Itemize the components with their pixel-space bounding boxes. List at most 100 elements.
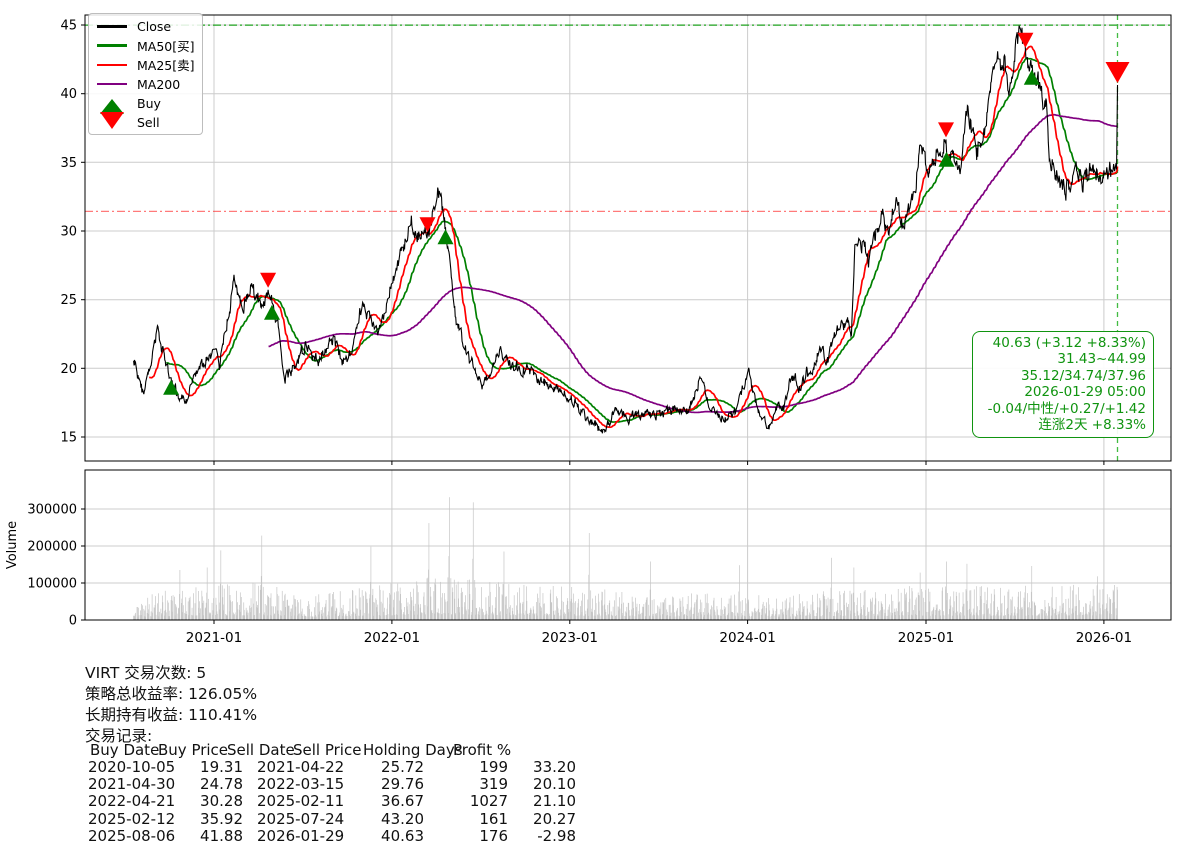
axis-labels: 15 20 25 30 35 40 45 0 100000 200000 300000 2021-01… (5, 19, 1132, 647)
sell-marker (1105, 62, 1130, 83)
price-tick-label: 30 (60, 225, 77, 240)
table-header-4: Holding Days (363, 741, 463, 759)
table-header-0: Buy Date (90, 741, 160, 759)
plot-borders (84, 14, 1172, 621)
trade-row-1-col-1: 24.78 (200, 775, 243, 794)
legend-label: MA25[卖] (137, 58, 195, 74)
annotation-line-4: -0.04/中性/+0.27/+1.42 (987, 400, 1146, 417)
trade-row-4-col-4: 176 (479, 826, 508, 845)
date-tick-label: 2025-01 (898, 630, 954, 646)
legend-item-ma50-: MA50[买] (97, 36, 196, 55)
legend-item-ma25-: MA25[卖] (97, 55, 196, 74)
sell-marker (260, 272, 277, 288)
trade-row-0-col-1: 19.31 (200, 758, 243, 776)
buy-marker (264, 304, 280, 320)
legend-line-swatch (97, 25, 127, 28)
trade-row-0-col-3: 25.72 (381, 758, 424, 776)
legend-item-buy: Buy (97, 93, 196, 114)
legend-label: MA50[买] (137, 39, 195, 55)
trade-row-4-col-3: 40.63 (381, 826, 424, 845)
summary-hold-return: 长期持有收益: 110.41% (85, 706, 258, 724)
sell-marker (419, 217, 436, 233)
trade-markers (163, 32, 1130, 395)
summary-strategy-return: 策略总收益率: 126.05% (85, 685, 258, 703)
trade-row-3-col-1: 35.92 (200, 809, 243, 828)
price-tick-label: 40 (60, 87, 77, 102)
date-tick-label: 2021-01 (186, 630, 242, 646)
date-tick-label: 2022-01 (364, 630, 420, 646)
chart-legend: Close MA50[买] MA25[卖] MA200 Buy Sell (88, 13, 203, 135)
legend-label: MA200 (137, 76, 181, 92)
volume-tick-label: 0 (69, 614, 77, 629)
legend-item-close: Close (97, 17, 196, 36)
table-header-1: Buy Price (158, 741, 229, 759)
trade-row-1-col-2: 2022-03-15 (257, 775, 345, 794)
volume-bars (133, 497, 1118, 620)
trade-row-2-col-1: 30.28 (200, 792, 243, 811)
annotation-line-5: 连涨2天 +8.33% (1038, 417, 1146, 434)
buy-triangle-icon (97, 93, 127, 114)
price-tick-label: 35 (60, 156, 77, 171)
sell-triangle-icon (97, 112, 127, 133)
buy-marker (163, 379, 180, 395)
trade-row-0-col-5: 33.20 (533, 758, 576, 776)
price-series (133, 25, 1119, 434)
trade-row-4-col-1: 41.88 (200, 826, 243, 845)
trade-row-2-col-0: 2022-04-21 (88, 792, 176, 811)
trade-row-1-col-5: 20.10 (533, 775, 576, 794)
price-tick-label: 45 (60, 19, 77, 34)
trade-row-3-col-2: 2025-07-24 (257, 809, 345, 828)
ma200-line (268, 113, 1118, 414)
gridlines (85, 15, 1171, 620)
legend-label: Sell (137, 115, 160, 131)
trade-row-2-col-3: 36.67 (381, 792, 424, 811)
table-header-2: Sell Date (227, 741, 295, 759)
legend-label: Buy (137, 95, 161, 111)
summary-records-label: 交易记录: (85, 727, 153, 745)
trade-row-4-col-0: 2025-08-06 (88, 826, 176, 845)
price-tick-label: 15 (60, 431, 77, 446)
buy-marker (1023, 69, 1040, 85)
trade-row-1-col-4: 319 (479, 775, 508, 794)
trade-row-3-col-5: 20.27 (533, 809, 576, 828)
table-header-5: Profit % (453, 741, 512, 759)
trade-row-2-col-4: 1027 (469, 792, 508, 811)
trade-row-3-col-4: 161 (479, 809, 508, 828)
close-line (133, 25, 1119, 434)
trade-row-1-col-3: 29.76 (381, 775, 424, 794)
volume-axis-title: Volume (5, 521, 20, 569)
date-tick-label: 2023-01 (542, 630, 598, 646)
volume-tick-label: 200000 (27, 540, 77, 555)
legend-label: Close (137, 19, 172, 35)
volume-tick-label: 300000 (27, 503, 77, 518)
annotation-line-0: 40.63 (+3.12 +8.33%) (992, 335, 1146, 351)
legend-item-ma200: MA200 (97, 75, 196, 94)
annotation-line-2: 35.12/34.74/37.96 (1020, 367, 1146, 384)
table-header-3: Sell Price (293, 741, 362, 759)
price-volume-chart: 15 20 25 30 35 40 45 0 100000 200000 300000 2021-01… (5, 14, 1172, 647)
legend-line-swatch (97, 44, 127, 48)
summary-trades: VIRT 交易次数: 5 (85, 664, 207, 682)
annotation-line-3: 2026-01-29 05:00 (1024, 384, 1146, 401)
sell-marker (938, 122, 954, 138)
legend-item-sell: Sell (97, 112, 196, 133)
trade-row-1-col-0: 2021-04-30 (88, 775, 176, 794)
price-tick-label: 25 (60, 293, 77, 308)
legend-line-swatch (97, 82, 127, 86)
buy-marker (938, 151, 955, 167)
trade-row-0-col-4: 199 (479, 758, 508, 776)
price-tick-label: 20 (60, 362, 77, 377)
date-tick-label: 2026-01 (1076, 630, 1132, 646)
trade-row-3-col-3: 43.20 (381, 809, 424, 828)
trade-row-4-col-2: 2026-01-29 (257, 826, 345, 845)
annotation-line-1: 31.43~44.99 (1057, 351, 1146, 368)
trade-row-0-col-2: 2021-04-22 (257, 758, 345, 776)
trade-row-4-col-5: -2.98 (537, 826, 576, 845)
trade-row-0-col-0: 2020-10-05 (88, 758, 176, 776)
date-tick-label: 2024-01 (719, 630, 775, 646)
quote-annotation: 40.63 (+3.12 +8.33%) 31.43~44.99 35.12/34.… (972, 331, 1154, 439)
buy-marker (437, 229, 454, 245)
sell-marker (1017, 32, 1034, 48)
trade-row-3-col-0: 2025-02-12 (88, 809, 176, 828)
